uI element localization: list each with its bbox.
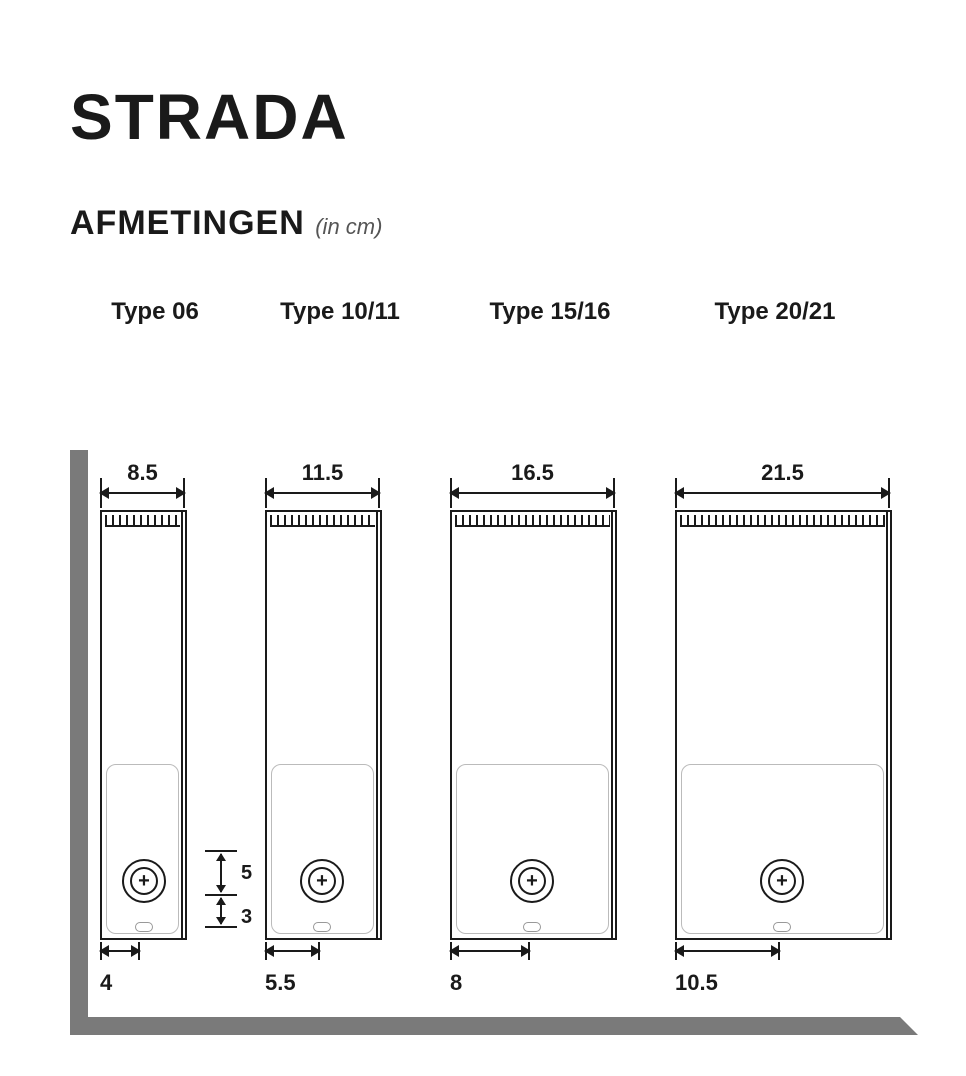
diagram-frame: 8.5 4 11.5 5.5 16.5 8 21.5 10.5 5 3	[70, 450, 900, 1035]
type-label: Type 10/11	[260, 298, 420, 326]
radiator-cross-section	[675, 510, 890, 940]
port-icon	[135, 922, 153, 932]
type-label: Type 20/21	[680, 298, 870, 326]
wall-horizontal	[70, 1017, 900, 1035]
internal-outline	[271, 764, 374, 934]
type-label: Type 15/16	[460, 298, 640, 326]
dimension-arrow-bottom	[450, 950, 530, 952]
dim-width: 11.5	[265, 460, 380, 486]
front-panel	[376, 510, 382, 940]
dimension-arrow-top	[450, 492, 615, 494]
dimension-arrow-top	[100, 492, 185, 494]
dim-wall-offset: 8	[450, 970, 462, 996]
radiator-cross-section	[265, 510, 380, 940]
type-label: Type 06	[90, 298, 220, 326]
top-grille	[455, 515, 610, 527]
front-panel	[886, 510, 892, 940]
valve-icon	[760, 859, 804, 903]
internal-outline	[106, 764, 179, 934]
valve-icon	[122, 859, 166, 903]
front-panel	[611, 510, 617, 940]
internal-outline	[456, 764, 609, 934]
top-grille	[270, 515, 375, 527]
dimension-arrow-top	[675, 492, 890, 494]
dim-wall-offset: 5.5	[265, 970, 296, 996]
dim-width: 16.5	[450, 460, 615, 486]
dim-width: 8.5	[100, 460, 185, 486]
dim-wall-offset: 4	[100, 970, 112, 996]
front-panel	[181, 510, 187, 940]
type-labels-row: Type 06 Type 10/11 Type 15/16 Type 20/21	[70, 298, 896, 326]
dimension-arrow-bottom	[100, 950, 140, 952]
dimension-arrow-bottom	[265, 950, 320, 952]
unit-label: (in cm)	[315, 214, 382, 239]
dim-bottom-clearance: 3	[241, 906, 252, 929]
wall-vertical	[70, 450, 88, 1020]
valve-icon	[300, 859, 344, 903]
product-title: STRADA	[70, 80, 896, 154]
subtitle-row: AFMETINGEN (in cm)	[70, 204, 896, 243]
dim-width: 21.5	[675, 460, 890, 486]
top-grille	[680, 515, 885, 527]
radiator-cross-section	[100, 510, 185, 940]
dimension-arrow-top	[265, 492, 380, 494]
dimensions-heading: AFMETINGEN	[70, 204, 305, 243]
valve-icon	[510, 859, 554, 903]
dimension-arrow-bottom	[675, 950, 780, 952]
dim-valve-offset: 5	[241, 862, 252, 885]
port-icon	[313, 922, 331, 932]
port-icon	[523, 922, 541, 932]
internal-outline	[681, 764, 884, 934]
port-icon	[773, 922, 791, 932]
dim-wall-offset: 10.5	[675, 970, 718, 996]
radiator-cross-section	[450, 510, 615, 940]
top-grille	[105, 515, 180, 527]
